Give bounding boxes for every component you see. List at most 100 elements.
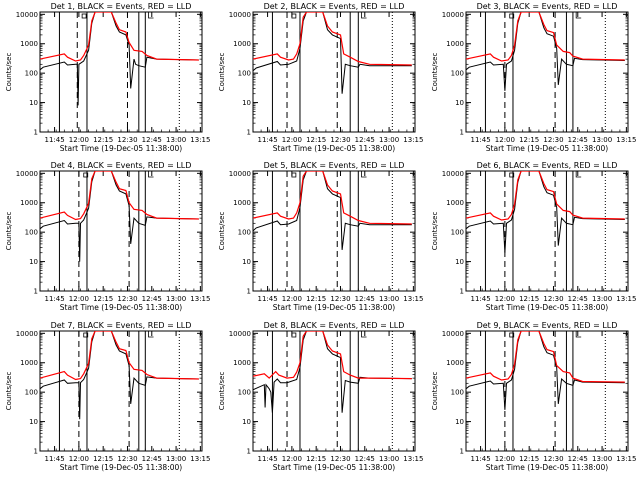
y-axis-label: Counts/sec [5, 212, 13, 251]
x-tick-label: 13:00 [592, 455, 612, 463]
series-line-events [253, 331, 412, 413]
x-tick-label: 13:15 [616, 455, 636, 463]
chart-title: Det 6, BLACK = Events, RED = LLD [477, 161, 618, 170]
y-tick-label: 1000 [233, 359, 251, 367]
x-tick-label: 13:00 [379, 455, 399, 463]
flag-marker-corner [575, 331, 582, 338]
x-tick-label: 11:45 [44, 455, 64, 463]
y-tick-label: 10 [29, 258, 38, 266]
x-tick-label: 12:30 [330, 455, 350, 463]
x-tick-label: 13:15 [616, 136, 636, 144]
x-axis-label: Start Time (19-Dec-05 11:38:00) [60, 303, 182, 312]
series-line-events [253, 12, 412, 94]
x-tick-label: 12:00 [282, 295, 302, 303]
series-line-events [466, 12, 625, 91]
detector-chart-9: 1 10 100 1000 10000 11:45 12:00 12:15 12:30 12:45… [431, 321, 636, 472]
x-tick-label: 13:00 [592, 136, 612, 144]
y-tick-label: 10000 [442, 170, 464, 178]
series-line-lld [40, 331, 199, 381]
x-tick-label: 13:15 [190, 455, 210, 463]
y-tick-label: 10000 [229, 330, 251, 338]
x-tick-label: 13:15 [403, 136, 423, 144]
x-tick-label: 12:30 [330, 136, 350, 144]
x-tick-label: 13:00 [166, 295, 186, 303]
series-line-lld [40, 12, 199, 62]
series-line-lld [253, 12, 412, 66]
y-tick-label: 10 [242, 99, 251, 107]
x-tick-label: 13:15 [403, 295, 423, 303]
y-tick-label: 1 [247, 448, 251, 456]
x-tick-label: 11:45 [257, 295, 277, 303]
y-tick-label: 1 [460, 129, 464, 137]
detector-chart-1: 1 10 100 1000 10000 11:45 12:00 12:15 12:30 12:45… [5, 2, 210, 153]
y-tick-label: 10000 [229, 170, 251, 178]
x-tick-label: 12:15 [519, 136, 539, 144]
series-line-lld [466, 12, 625, 62]
flag-marker-corner [148, 12, 154, 19]
y-tick-label: 100 [25, 70, 38, 78]
y-tick-label: 100 [238, 389, 251, 397]
series-line-events [40, 12, 199, 106]
x-tick-label: 13:00 [379, 295, 399, 303]
detector-chart-3: 1 10 100 1000 10000 11:45 12:00 12:15 12:30 12:45… [431, 2, 636, 153]
flag-marker-corner [575, 12, 582, 19]
flag-marker-corner [575, 171, 582, 178]
x-tick-label: 11:45 [470, 295, 490, 303]
flag-marker-corner [361, 171, 367, 178]
y-tick-label: 1 [247, 129, 251, 137]
plot-frame [252, 11, 416, 133]
x-tick-label: 12:30 [117, 136, 137, 144]
x-axis-label: Start Time (19-Dec-05 11:38:00) [486, 463, 608, 472]
y-tick-label: 1 [34, 129, 38, 137]
x-tick-label: 12:15 [306, 455, 326, 463]
flag-marker [83, 332, 89, 338]
x-tick-label: 13:15 [190, 136, 210, 144]
detector-chart-2: 1 10 100 1000 10000 11:45 12:00 12:15 12:30 12:45… [218, 2, 423, 153]
y-tick-label: 100 [25, 389, 38, 397]
y-tick-label: 10 [455, 258, 464, 266]
flag-marker [81, 13, 87, 19]
y-tick-label: 1 [247, 288, 251, 296]
x-tick-label: 12:30 [117, 455, 137, 463]
y-axis-label: Counts/sec [218, 53, 226, 92]
x-tick-label: 12:30 [330, 295, 350, 303]
x-tick-label: 13:15 [616, 295, 636, 303]
y-tick-label: 10000 [16, 170, 38, 178]
x-axis-label: Start Time (19-Dec-05 11:38:00) [60, 144, 182, 153]
y-tick-label: 100 [238, 229, 251, 237]
y-tick-label: 1000 [446, 199, 464, 207]
y-tick-label: 10000 [229, 11, 251, 19]
flag-marker [509, 13, 515, 19]
y-axis-label: Counts/sec [431, 53, 439, 92]
y-tick-label: 1000 [20, 40, 38, 48]
x-tick-label: 12:15 [306, 136, 326, 144]
x-tick-label: 11:45 [470, 136, 490, 144]
chart-title: Det 4, BLACK = Events, RED = LLD [51, 161, 192, 170]
y-tick-label: 1 [460, 448, 464, 456]
x-tick-label: 12:00 [282, 136, 302, 144]
y-tick-label: 100 [451, 389, 464, 397]
y-tick-label: 10 [29, 99, 38, 107]
y-axis-label: Counts/sec [218, 372, 226, 411]
series-line-events [466, 171, 625, 253]
series-line-events [40, 171, 199, 262]
detector-chart-4: 1 10 100 1000 10000 11:45 12:00 12:15 12:30 12:45… [5, 161, 210, 312]
y-tick-label: 1000 [20, 199, 38, 207]
x-tick-label: 11:45 [44, 136, 64, 144]
x-tick-label: 12:45 [355, 295, 375, 303]
y-tick-label: 10 [455, 99, 464, 107]
y-tick-label: 10 [242, 258, 251, 266]
chart-title: Det 3, BLACK = Events, RED = LLD [477, 2, 618, 11]
chart-title: Det 7, BLACK = Events, RED = LLD [51, 321, 192, 330]
x-tick-label: 12:45 [568, 455, 588, 463]
x-tick-label: 12:15 [93, 295, 113, 303]
chart-title: Det 1, BLACK = Events, RED = LLD [51, 2, 192, 11]
x-tick-label: 12:45 [568, 136, 588, 144]
flag-marker-corner [361, 12, 367, 19]
y-tick-label: 1 [34, 448, 38, 456]
x-tick-label: 13:00 [592, 295, 612, 303]
plot-frame [252, 170, 416, 292]
flag-marker [291, 332, 297, 338]
chart-title: Det 9, BLACK = Events, RED = LLD [477, 321, 618, 330]
